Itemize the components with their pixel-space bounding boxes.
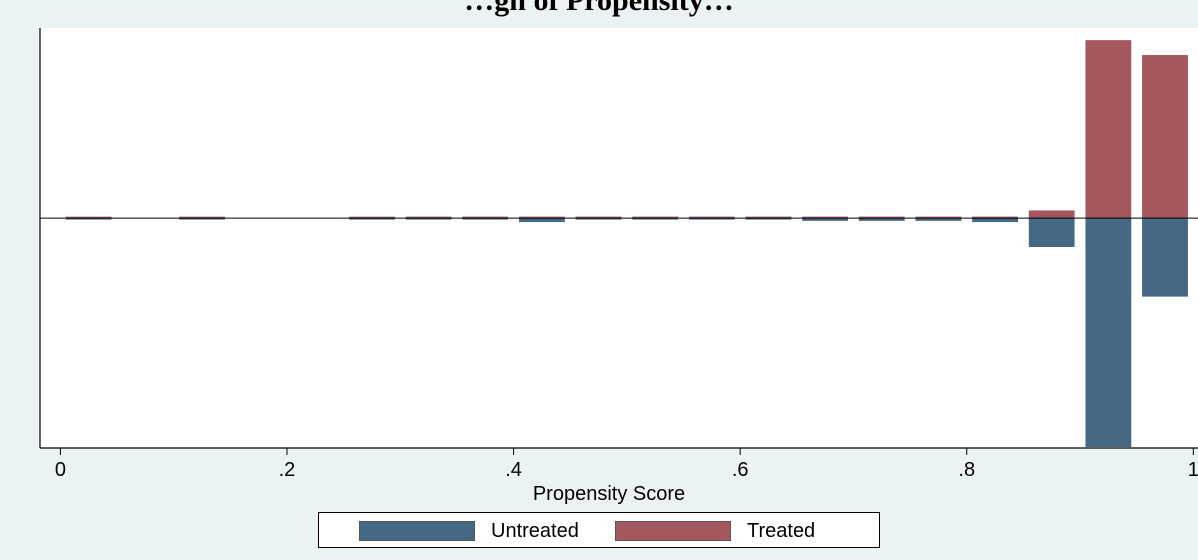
bars-layer	[65, 40, 1188, 448]
legend: Untreated Treated	[318, 512, 880, 548]
bar-treated-15	[1085, 40, 1132, 219]
x-tick-label-0: 0	[55, 459, 66, 481]
legend-item-untreated: Untreated	[359, 519, 579, 543]
bar-untreated-5	[518, 217, 565, 223]
bar-treated-14	[1028, 210, 1075, 219]
legend-label-untreated: Untreated	[491, 519, 579, 542]
x-tick-label-2: .4	[505, 459, 522, 481]
plot-region	[40, 28, 1198, 448]
x-tick-label-4: .8	[958, 459, 975, 481]
x-tick-label-3: .6	[732, 459, 749, 481]
bar-untreated-14	[1028, 217, 1075, 247]
bar-untreated-16	[1142, 217, 1188, 297]
legend-label-treated: Treated	[747, 519, 816, 542]
bar-untreated-13	[972, 217, 1018, 223]
legend-item-treated: Treated	[615, 519, 815, 543]
bar-treated-16	[1142, 55, 1188, 219]
x-axis-label: Propensity Score	[533, 483, 685, 505]
x-tick-label-1: .2	[279, 459, 296, 481]
x-ticks: 0 .2 .4 .6 .8 1	[55, 448, 1198, 481]
bar-untreated-15	[1085, 217, 1132, 448]
x-tick-label-5: 1	[1188, 459, 1198, 481]
chart-title: …gn of Propensity…	[464, 0, 734, 17]
legend-swatch-treated	[615, 521, 731, 541]
legend-swatch-untreated	[359, 521, 475, 541]
propensity-histogram: 0 .2 .4 .6 .8 1 Propensity Score	[39, 28, 1198, 505]
